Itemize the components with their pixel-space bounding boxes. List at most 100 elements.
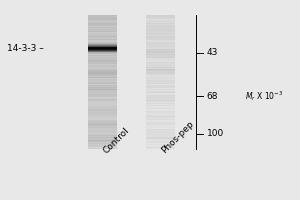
Bar [146, 29, 175, 30]
Bar [88, 35, 117, 36]
Bar [146, 144, 175, 145]
Bar [88, 139, 117, 140]
Bar [88, 55, 117, 56]
Bar [146, 35, 175, 36]
Bar [146, 15, 175, 16]
Bar [88, 82, 117, 83]
Bar [146, 80, 175, 81]
Bar [88, 118, 117, 119]
Bar [88, 135, 117, 136]
Bar [146, 72, 175, 73]
Bar [146, 140, 175, 141]
Bar [146, 146, 175, 147]
Bar [88, 144, 117, 145]
Bar [146, 105, 175, 106]
Bar [146, 79, 175, 80]
Bar [146, 63, 175, 64]
Bar [146, 142, 175, 143]
Bar [88, 132, 117, 133]
Bar [88, 69, 117, 70]
Bar [88, 78, 117, 79]
Bar [88, 26, 117, 27]
Bar [88, 127, 117, 128]
Bar [146, 87, 175, 88]
Bar [146, 38, 175, 39]
Bar [146, 106, 175, 107]
Bar [88, 110, 117, 111]
Bar [146, 100, 175, 101]
Bar [88, 80, 117, 81]
Bar [88, 143, 117, 144]
Bar [88, 136, 117, 137]
Bar [88, 72, 117, 73]
Bar [88, 98, 117, 99]
Bar [146, 48, 175, 49]
Bar [88, 145, 117, 146]
Bar [146, 141, 175, 142]
Bar [146, 32, 175, 33]
Bar [146, 122, 175, 123]
Bar [146, 52, 175, 53]
Bar [146, 55, 175, 56]
Bar [146, 65, 175, 66]
Bar [146, 40, 175, 41]
Bar [146, 75, 175, 76]
Bar [88, 83, 117, 84]
Bar [88, 102, 117, 103]
Bar [88, 73, 117, 74]
Bar [88, 57, 117, 58]
Bar [88, 116, 117, 117]
Bar [88, 16, 117, 17]
Bar [146, 137, 175, 138]
Bar [146, 56, 175, 57]
Bar [88, 141, 117, 142]
Bar [146, 37, 175, 38]
Bar [88, 104, 117, 105]
Bar [146, 108, 175, 109]
Bar [88, 130, 117, 131]
Bar [146, 95, 175, 96]
Bar [88, 107, 117, 108]
Bar [88, 61, 117, 62]
Bar [146, 24, 175, 25]
Bar [146, 107, 175, 108]
Bar [88, 75, 117, 76]
Bar [88, 58, 117, 59]
Bar [146, 88, 175, 89]
Bar [146, 54, 175, 55]
Bar [146, 82, 175, 83]
Bar [88, 128, 117, 129]
Bar [146, 81, 175, 82]
Bar [146, 99, 175, 100]
Bar [146, 93, 175, 94]
Bar [88, 140, 117, 141]
Bar [146, 85, 175, 86]
Bar [88, 85, 117, 86]
Bar [146, 26, 175, 27]
Bar [146, 121, 175, 122]
Bar [88, 42, 117, 43]
Bar [88, 148, 117, 149]
Bar [146, 18, 175, 19]
Bar [88, 121, 117, 122]
Bar [88, 81, 117, 82]
Bar [146, 66, 175, 67]
Bar [88, 32, 117, 33]
Bar [88, 18, 117, 19]
Bar [88, 43, 117, 44]
Bar [146, 77, 175, 78]
Bar [146, 111, 175, 112]
Bar [88, 37, 117, 38]
Bar [88, 31, 117, 32]
Bar [88, 134, 117, 135]
Text: 14-3-3 –: 14-3-3 – [7, 44, 44, 53]
Bar [146, 41, 175, 42]
Bar [146, 17, 175, 18]
Text: 68: 68 [206, 92, 218, 101]
Bar [146, 21, 175, 22]
Bar [88, 125, 117, 126]
Bar [146, 131, 175, 132]
Bar [146, 98, 175, 99]
Bar [88, 27, 117, 28]
Bar [88, 92, 117, 93]
